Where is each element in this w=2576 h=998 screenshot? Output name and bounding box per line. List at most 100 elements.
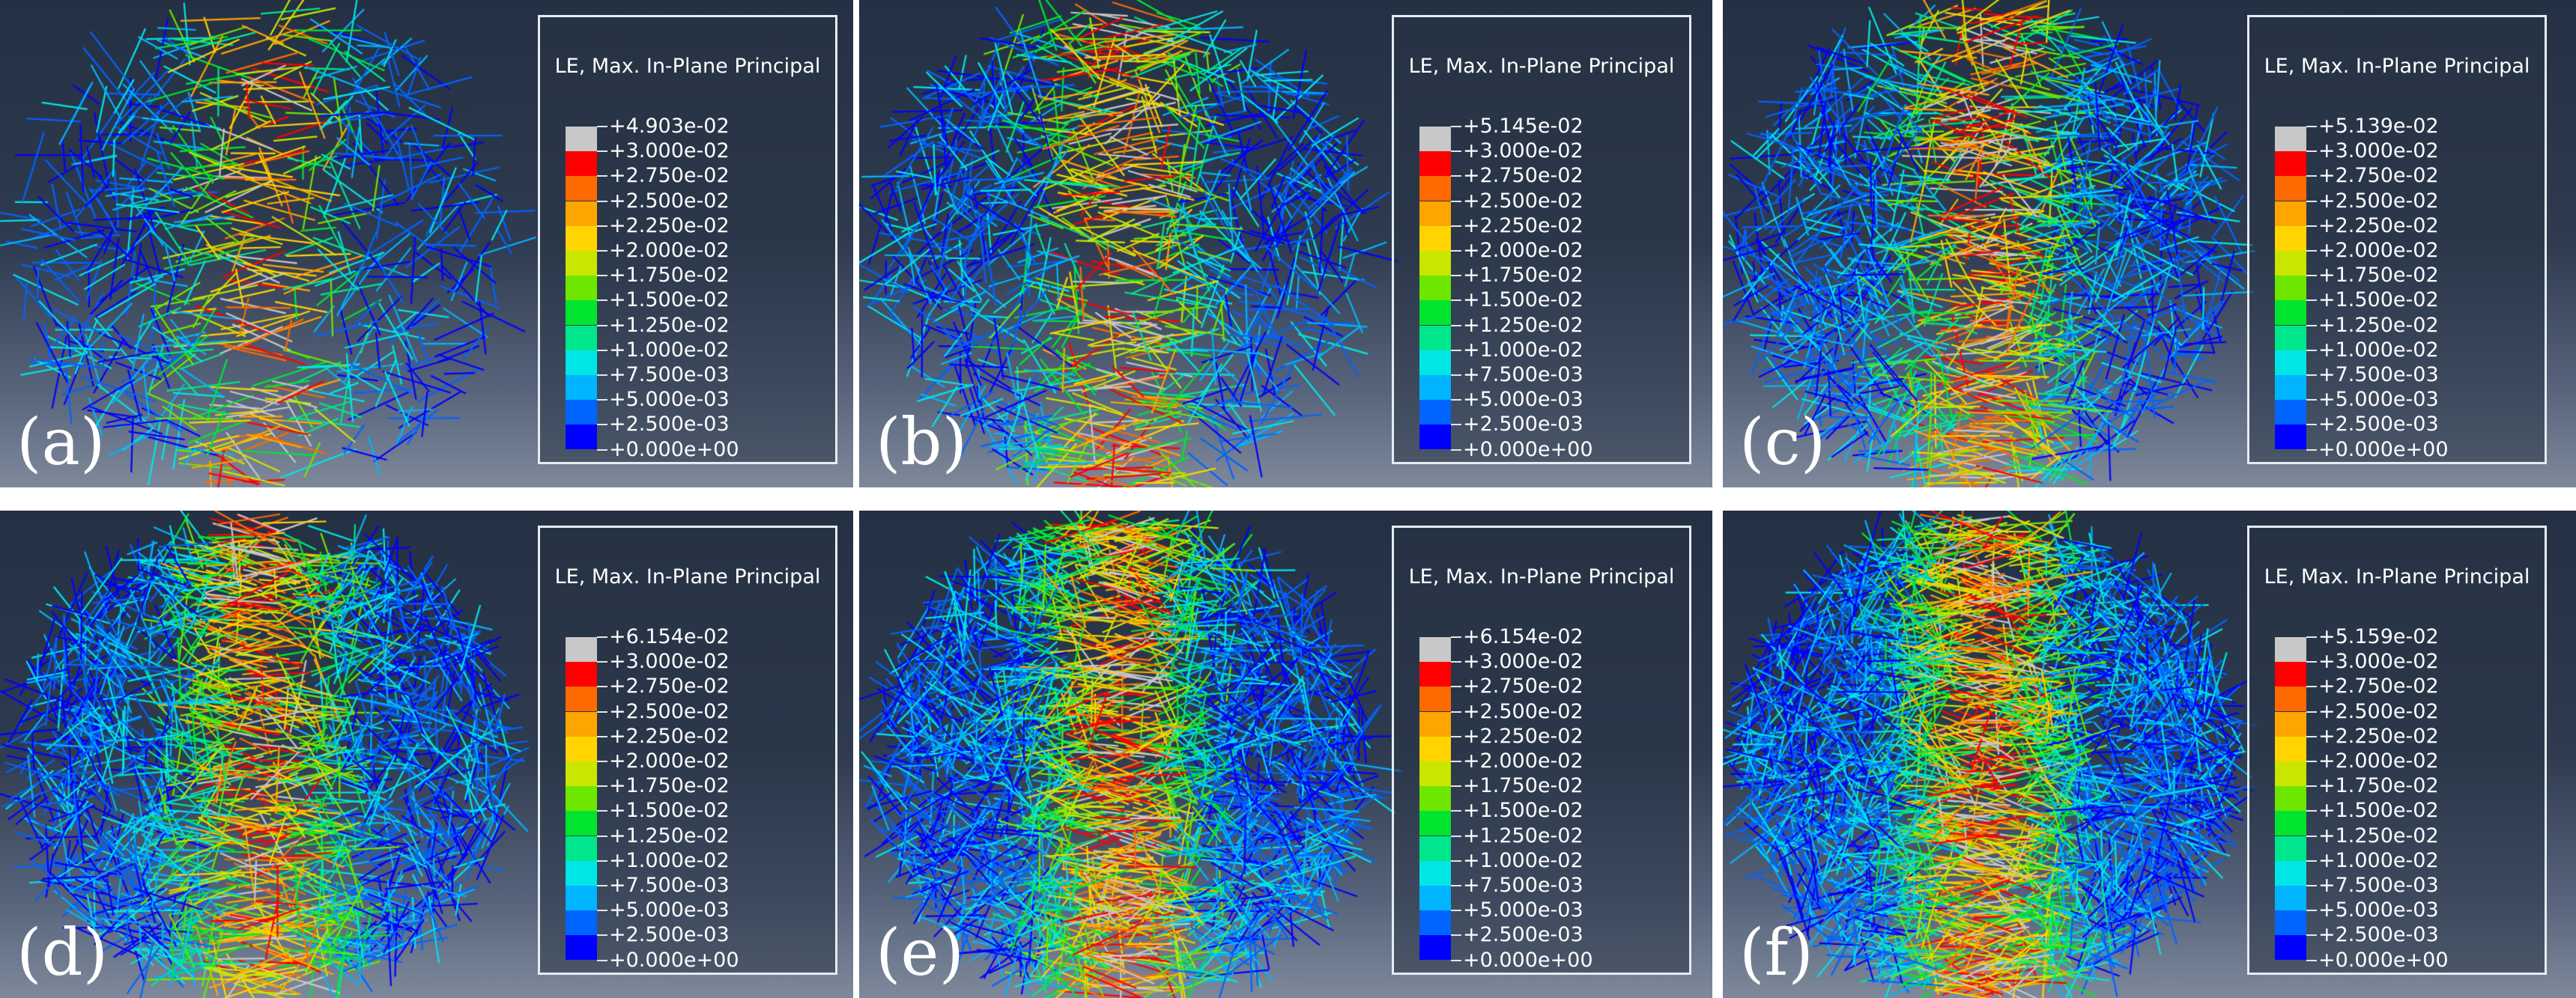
legend-tick bbox=[597, 424, 607, 426]
legend-swatch bbox=[1419, 886, 1451, 910]
legend-tick bbox=[2306, 424, 2317, 426]
legend-tick-label: +0.000e+00 bbox=[609, 948, 739, 972]
legend-tick bbox=[597, 959, 607, 961]
color-legend: LE, Max. In-Plane Principal +5.159e-02 +3.… bbox=[2247, 526, 2547, 975]
legend-swatch bbox=[2275, 425, 2306, 450]
legend-tick-label: +2.500e-02 bbox=[609, 699, 730, 723]
legend-tick-label: +6.154e-02 bbox=[609, 625, 730, 648]
legend-tick-label: +1.500e-02 bbox=[609, 799, 730, 823]
legend-swatch bbox=[566, 350, 597, 375]
legend-swatch bbox=[566, 176, 597, 201]
legend-tick-label: +5.000e-03 bbox=[1463, 898, 1584, 922]
panel-label: (d) bbox=[16, 916, 109, 991]
legend-tick-label: +3.000e-02 bbox=[609, 650, 730, 674]
legend-tick-label: +5.159e-02 bbox=[2318, 625, 2439, 648]
legend-tick bbox=[1451, 250, 1461, 252]
legend-tick bbox=[597, 761, 607, 762]
legend-swatch bbox=[1419, 176, 1451, 201]
legend-tick bbox=[1451, 910, 1461, 912]
legend-tick bbox=[597, 661, 607, 663]
legend-tick-label: +1.750e-02 bbox=[1463, 774, 1584, 798]
legend-tick-label: +2.000e-02 bbox=[1463, 749, 1584, 773]
legend-tick-label: +2.000e-02 bbox=[609, 749, 730, 773]
legend-tick bbox=[597, 735, 607, 737]
legend-tick bbox=[2306, 299, 2317, 302]
legend-swatch bbox=[566, 637, 597, 662]
legend-swatch bbox=[1419, 836, 1451, 861]
legend-swatch bbox=[566, 151, 597, 177]
legend-tick bbox=[2306, 859, 2317, 862]
legend-tick-label: +2.250e-02 bbox=[609, 213, 730, 237]
legend-swatch bbox=[2275, 886, 2306, 910]
legend-tick bbox=[1451, 200, 1461, 202]
legend-swatch bbox=[566, 662, 597, 687]
legend-swatch bbox=[1419, 711, 1451, 737]
legend-tick-label: +5.000e-03 bbox=[1463, 388, 1584, 412]
legend-swatch bbox=[566, 225, 597, 251]
legend-swatch bbox=[566, 201, 597, 226]
legend-tick bbox=[1451, 735, 1461, 737]
legend-tick bbox=[1451, 859, 1461, 862]
legend-swatch bbox=[2275, 662, 2306, 687]
legend-tick-label: +0.000e+00 bbox=[2318, 948, 2449, 972]
legend-tick bbox=[2306, 349, 2317, 351]
legend-tick-label: +1.500e-02 bbox=[2318, 288, 2439, 312]
legend-tick bbox=[1451, 275, 1461, 277]
legend-tick-label: +1.750e-02 bbox=[1463, 264, 1584, 287]
legend-tick-label: +1.250e-02 bbox=[609, 313, 730, 337]
legend-tick-label: +2.750e-02 bbox=[609, 675, 730, 699]
legend-tick-label: +3.000e-02 bbox=[609, 139, 730, 163]
legend-swatch bbox=[2275, 637, 2306, 662]
panel-label: (a) bbox=[16, 405, 106, 480]
legend-tick-label: +7.500e-03 bbox=[2318, 874, 2439, 897]
legend-swatch bbox=[2275, 786, 2306, 812]
legend-tick-label: +4.903e-02 bbox=[609, 115, 730, 138]
legend-tick bbox=[1451, 150, 1461, 153]
legend-tick-label: +7.500e-03 bbox=[609, 363, 730, 386]
legend-tick bbox=[2306, 686, 2317, 688]
legend-tick bbox=[1451, 959, 1461, 961]
legend-tick bbox=[597, 399, 607, 401]
legend-tick bbox=[2306, 126, 2317, 127]
legend-tick-label: +2.000e-02 bbox=[2318, 749, 2439, 773]
panel-label: (e) bbox=[876, 916, 964, 991]
legend-tick-label: +1.000e-02 bbox=[2318, 338, 2439, 362]
legend-swatch bbox=[566, 276, 597, 301]
legend-tick bbox=[1451, 934, 1461, 937]
legend-tick-label: +1.500e-02 bbox=[609, 288, 730, 312]
legend-tick-label: +2.750e-02 bbox=[1463, 164, 1584, 188]
legend-tick bbox=[2306, 761, 2317, 762]
legend-tick bbox=[597, 934, 607, 937]
legend-swatch bbox=[566, 400, 597, 425]
legend-tick bbox=[2306, 324, 2317, 326]
legend-tick bbox=[1451, 225, 1461, 227]
legend-tick-label: +1.750e-02 bbox=[2318, 774, 2439, 798]
legend-tick bbox=[597, 275, 607, 277]
legend-title: LE, Max. In-Plane Principal bbox=[2264, 565, 2530, 588]
legend-tick-label: +2.500e-03 bbox=[1463, 923, 1584, 947]
legend-tick bbox=[1451, 810, 1461, 812]
legend-tick-label: +2.500e-03 bbox=[2318, 413, 2439, 436]
legend-tick-label: +1.250e-02 bbox=[1463, 824, 1584, 848]
legend-tick-label: +2.000e-02 bbox=[609, 239, 730, 262]
legend-tick bbox=[2306, 250, 2317, 252]
legend-swatch bbox=[2275, 251, 2306, 276]
legend-swatch bbox=[2275, 201, 2306, 226]
legend-swatch bbox=[2275, 300, 2306, 326]
legend-swatch bbox=[2275, 325, 2306, 350]
legend-tick bbox=[1451, 399, 1461, 401]
legend-tick bbox=[1451, 785, 1461, 788]
legend-tick-label: +2.500e-02 bbox=[2318, 699, 2439, 723]
legend-tick-label: +1.750e-02 bbox=[2318, 264, 2439, 287]
legend-tick-label: +3.000e-02 bbox=[2318, 650, 2439, 674]
legend-tick-label: +1.250e-02 bbox=[2318, 824, 2439, 848]
legend-tick-label: +3.000e-02 bbox=[1463, 650, 1584, 674]
legend-tick bbox=[2306, 934, 2317, 937]
legend-swatch bbox=[2275, 375, 2306, 400]
legend-tick-label: +2.250e-02 bbox=[2318, 213, 2439, 237]
legend-tick bbox=[1451, 661, 1461, 663]
legend-tick-label: +6.154e-02 bbox=[1463, 625, 1584, 648]
legend-tick-label: +1.000e-02 bbox=[2318, 848, 2439, 872]
legend-tick bbox=[1451, 835, 1461, 837]
legend-tick bbox=[2306, 275, 2317, 277]
